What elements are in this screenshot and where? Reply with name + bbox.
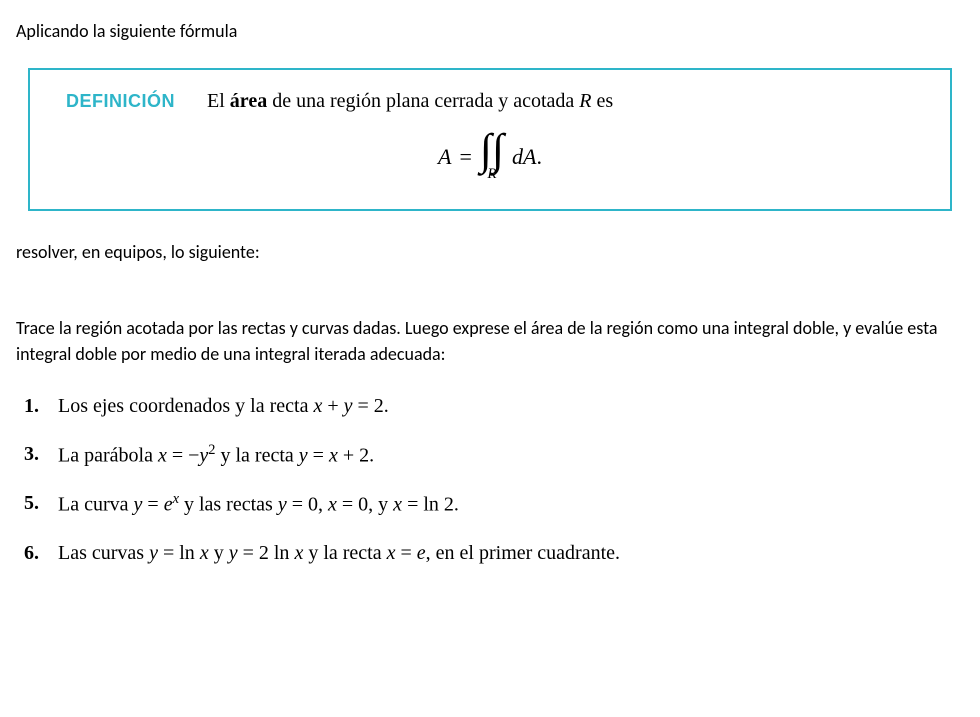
t: La parábola — [58, 444, 158, 466]
m: y — [299, 444, 308, 466]
m: y — [344, 395, 353, 417]
t: y la recta — [216, 444, 299, 466]
formula-period: . — [536, 144, 542, 169]
problem-list: 1. Los ejes coordenados y la recta x + y… — [16, 392, 964, 567]
m: y — [229, 542, 238, 564]
problem-item: 6. Las curvas y = ln x y y = 2 ln x y la… — [24, 539, 964, 567]
t: Los ejes coordenados y la recta — [58, 395, 313, 417]
m: x — [328, 494, 337, 516]
problem-number: 5. — [24, 489, 54, 517]
m: y — [149, 542, 158, 564]
t: = − — [167, 444, 200, 466]
problem-item: 1. Los ejes coordenados y la recta x + y… — [24, 392, 964, 420]
sup: 2 — [208, 442, 215, 458]
m: x — [294, 542, 303, 564]
def-prefix: El — [207, 90, 230, 112]
problem-item: 3. La parábola x = −y2 y la recta y = x … — [24, 440, 964, 470]
t: = — [396, 542, 417, 564]
formula-eq: = — [459, 144, 471, 170]
t: = 0, y — [337, 494, 393, 516]
t: La curva — [58, 494, 134, 516]
t: + — [322, 395, 343, 417]
t: = — [142, 494, 163, 516]
formula-right: dA. — [512, 144, 542, 170]
formula-row: A = ∫∫ R dA. — [66, 131, 914, 183]
problem-text: La curva y = ex y las rectas y = 0, x = … — [58, 489, 798, 519]
t: = 2. — [353, 395, 389, 417]
problem-number: 3. — [24, 440, 54, 468]
integral-subscript: R — [487, 166, 496, 183]
def-suffix: es — [591, 90, 613, 112]
t: = ln — [158, 542, 200, 564]
m: e — [417, 542, 426, 564]
m: y — [199, 444, 208, 466]
t: y las rectas — [179, 494, 278, 516]
t: , en el primer cua­drante. — [426, 542, 620, 564]
instructions-text: Trace la región acotada por las rectas y… — [16, 315, 964, 367]
t: = 0, — [287, 494, 328, 516]
m: x — [329, 444, 338, 466]
problem-item: 5. La curva y = ex y las rectas y = 0, x… — [24, 489, 964, 519]
m: x — [387, 542, 396, 564]
m: x — [158, 444, 167, 466]
t: Las curvas — [58, 542, 149, 564]
def-mid: de una región plana cerrada y acotada — [267, 90, 579, 112]
double-integral-icon: ∫∫ — [480, 131, 504, 168]
t: = 2 ln — [238, 542, 295, 564]
m: x — [313, 395, 322, 417]
problem-text: La parábola x = −y2 y la recta y = x + 2… — [58, 440, 798, 470]
t: y la recta — [303, 542, 386, 564]
m: x — [393, 494, 402, 516]
integral-wrapper: ∫∫ R — [480, 131, 504, 183]
definition-text: El área de una región plana cerrada y ac… — [207, 90, 613, 112]
t: y — [209, 542, 229, 564]
def-bold: área — [230, 90, 267, 112]
problem-number: 1. — [24, 392, 54, 420]
formula-dA: dA — [512, 144, 536, 169]
t: + 2. — [338, 444, 374, 466]
problem-number: 6. — [24, 539, 54, 567]
resolve-text: resolver, en equipos, lo siguiente: — [16, 241, 964, 263]
t: = ln 2. — [402, 494, 459, 516]
m: x — [200, 542, 209, 564]
formula-container: A = ∫∫ R dA. — [438, 131, 542, 183]
definition-box: DEFINICIÓN El área de una región plana c… — [28, 68, 952, 211]
t: = — [308, 444, 329, 466]
definition-label: DEFINICIÓN — [66, 91, 175, 111]
problem-text: Las curvas y = ln x y y = 2 ln x y la re… — [58, 539, 798, 567]
definition-header-row: DEFINICIÓN El área de una región plana c… — [66, 90, 914, 113]
def-R: R — [579, 90, 591, 112]
problem-text: Los ejes coordenados y la recta x + y = … — [58, 392, 798, 420]
m: y — [278, 494, 287, 516]
m: e — [164, 494, 173, 516]
formula-A: A — [438, 144, 451, 170]
intro-text: Aplicando la siguiente fórmula — [16, 20, 964, 42]
